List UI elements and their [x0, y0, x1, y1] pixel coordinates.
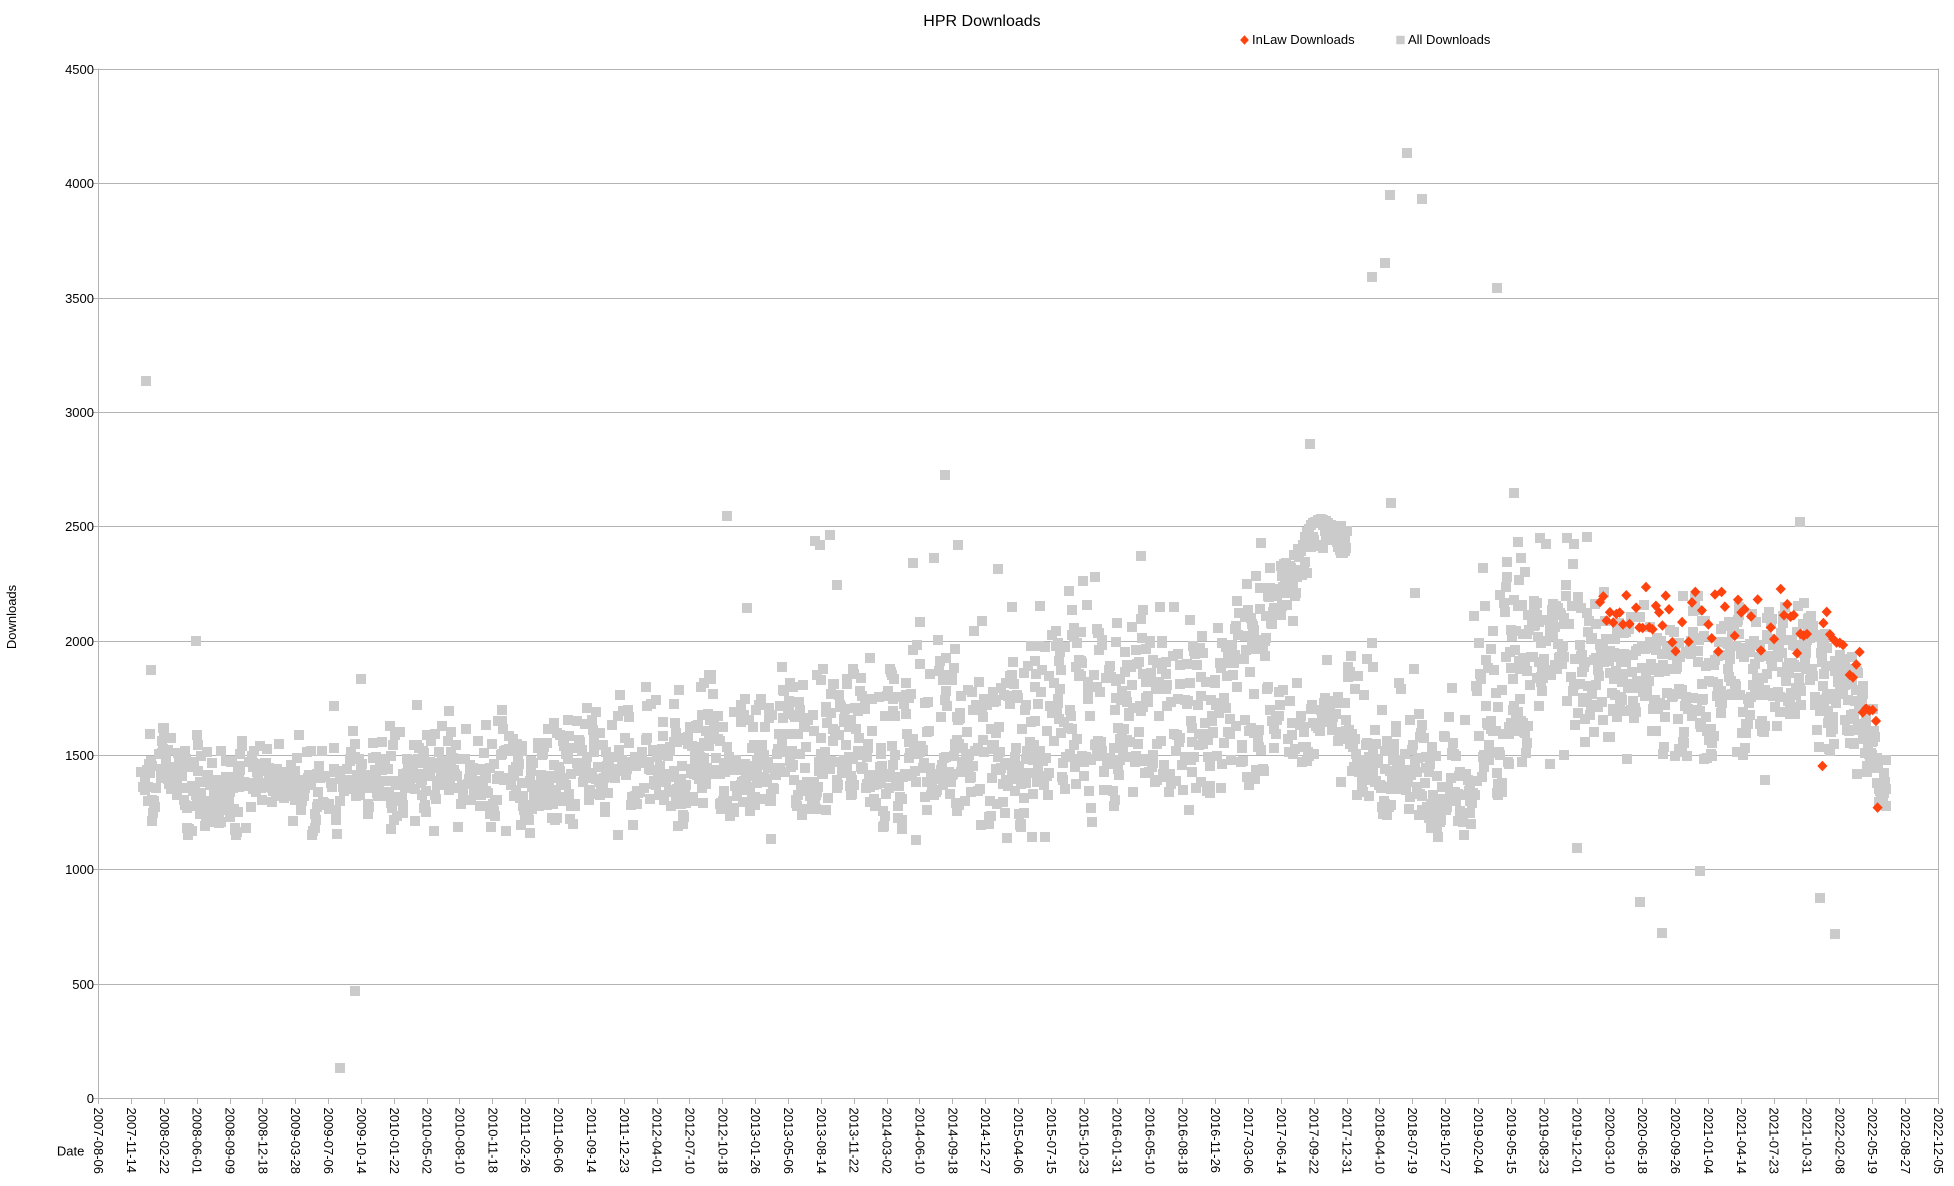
svg-text:2021-01-04: 2021-01-04 [1701, 1108, 1716, 1175]
svg-text:500: 500 [72, 977, 94, 992]
svg-text:2022-05-19: 2022-05-19 [1865, 1108, 1880, 1175]
svg-text:2009-03-28: 2009-03-28 [288, 1108, 303, 1175]
svg-text:2016-08-18: 2016-08-18 [1175, 1108, 1190, 1175]
svg-text:2010-11-18: 2010-11-18 [485, 1108, 500, 1174]
svg-text:2019-02-04: 2019-02-04 [1471, 1108, 1486, 1175]
svg-text:2000: 2000 [65, 634, 94, 649]
svg-text:2018-10-27: 2018-10-27 [1438, 1108, 1453, 1175]
svg-text:2013-05-06: 2013-05-06 [781, 1108, 796, 1175]
svg-text:2013-11-22: 2013-11-22 [847, 1108, 862, 1174]
svg-text:2015-07-15: 2015-07-15 [1044, 1108, 1059, 1175]
svg-text:2014-03-02: 2014-03-02 [880, 1108, 895, 1175]
svg-text:2014-06-10: 2014-06-10 [912, 1108, 927, 1175]
svg-text:4000: 4000 [65, 176, 94, 191]
svg-text:2021-04-14: 2021-04-14 [1734, 1108, 1749, 1175]
svg-text:2008-09-09: 2008-09-09 [223, 1108, 238, 1175]
svg-text:4500: 4500 [65, 62, 94, 77]
svg-text:2011-09-14: 2011-09-14 [584, 1108, 599, 1174]
svg-text:2022-02-08: 2022-02-08 [1832, 1108, 1847, 1175]
svg-text:2012-07-10: 2012-07-10 [683, 1108, 698, 1175]
svg-text:All Downloads: All Downloads [1408, 32, 1491, 47]
svg-text:2015-04-06: 2015-04-06 [1011, 1108, 1026, 1175]
svg-text:2010-05-02: 2010-05-02 [420, 1108, 435, 1175]
svg-text:2011-06-06: 2011-06-06 [551, 1108, 566, 1174]
svg-text:2009-07-06: 2009-07-06 [321, 1108, 336, 1175]
svg-text:2021-07-23: 2021-07-23 [1767, 1108, 1782, 1175]
svg-text:2019-08-23: 2019-08-23 [1537, 1108, 1552, 1175]
svg-text:2018-04-10: 2018-04-10 [1372, 1108, 1387, 1175]
svg-text:InLaw Downloads: InLaw Downloads [1252, 32, 1355, 47]
svg-text:2012-04-01: 2012-04-01 [650, 1108, 665, 1175]
svg-text:2016-05-10: 2016-05-10 [1142, 1108, 1157, 1175]
svg-text:2012-10-18: 2012-10-18 [715, 1108, 730, 1175]
svg-text:2017-06-14: 2017-06-14 [1274, 1108, 1289, 1175]
svg-text:Downloads: Downloads [4, 584, 19, 649]
svg-text:2015-10-23: 2015-10-23 [1077, 1108, 1092, 1175]
svg-text:2016-11-26: 2016-11-26 [1208, 1108, 1223, 1174]
svg-text:2016-01-31: 2016-01-31 [1110, 1108, 1125, 1175]
svg-text:0: 0 [87, 1091, 94, 1106]
svg-text:2020-09-26: 2020-09-26 [1668, 1108, 1683, 1175]
svg-text:2010-08-10: 2010-08-10 [453, 1108, 468, 1175]
svg-text:3500: 3500 [65, 291, 94, 306]
svg-text:2011-12-23: 2011-12-23 [617, 1108, 632, 1174]
svg-text:2019-12-01: 2019-12-01 [1570, 1108, 1585, 1175]
svg-text:3000: 3000 [65, 405, 94, 420]
svg-text:2022-12-05: 2022-12-05 [1931, 1108, 1946, 1175]
svg-text:2013-08-14: 2013-08-14 [814, 1108, 829, 1175]
svg-text:2013-01-26: 2013-01-26 [748, 1108, 763, 1175]
svg-text:2018-07-19: 2018-07-19 [1405, 1108, 1420, 1175]
svg-text:2014-09-18: 2014-09-18 [945, 1108, 960, 1175]
svg-text:Date: Date [57, 1144, 84, 1159]
svg-text:2022-08-27: 2022-08-27 [1898, 1108, 1913, 1175]
svg-text:1500: 1500 [65, 748, 94, 763]
svg-text:2019-05-15: 2019-05-15 [1504, 1108, 1519, 1175]
svg-text:2007-08-06: 2007-08-06 [91, 1108, 106, 1175]
svg-text:2014-12-27: 2014-12-27 [978, 1108, 993, 1175]
svg-text:1000: 1000 [65, 862, 94, 877]
svg-text:2500: 2500 [65, 519, 94, 534]
svg-text:2007-11-14: 2007-11-14 [124, 1108, 139, 1174]
svg-text:2021-10-31: 2021-10-31 [1800, 1108, 1815, 1175]
svg-text:2020-06-18: 2020-06-18 [1635, 1108, 1650, 1175]
svg-text:HPR Downloads: HPR Downloads [923, 13, 1040, 30]
svg-text:2009-10-14: 2009-10-14 [354, 1108, 369, 1175]
svg-text:2008-02-22: 2008-02-22 [157, 1108, 172, 1175]
svg-text:2020-03-10: 2020-03-10 [1602, 1108, 1617, 1175]
svg-text:2010-01-22: 2010-01-22 [387, 1108, 402, 1175]
svg-text:2011-02-26: 2011-02-26 [518, 1108, 533, 1174]
svg-text:2008-06-01: 2008-06-01 [190, 1108, 205, 1175]
svg-text:2017-12-31: 2017-12-31 [1340, 1108, 1355, 1175]
svg-text:2017-03-06: 2017-03-06 [1241, 1108, 1256, 1175]
svg-text:2017-09-22: 2017-09-22 [1307, 1108, 1322, 1175]
svg-text:2008-12-18: 2008-12-18 [255, 1108, 270, 1175]
